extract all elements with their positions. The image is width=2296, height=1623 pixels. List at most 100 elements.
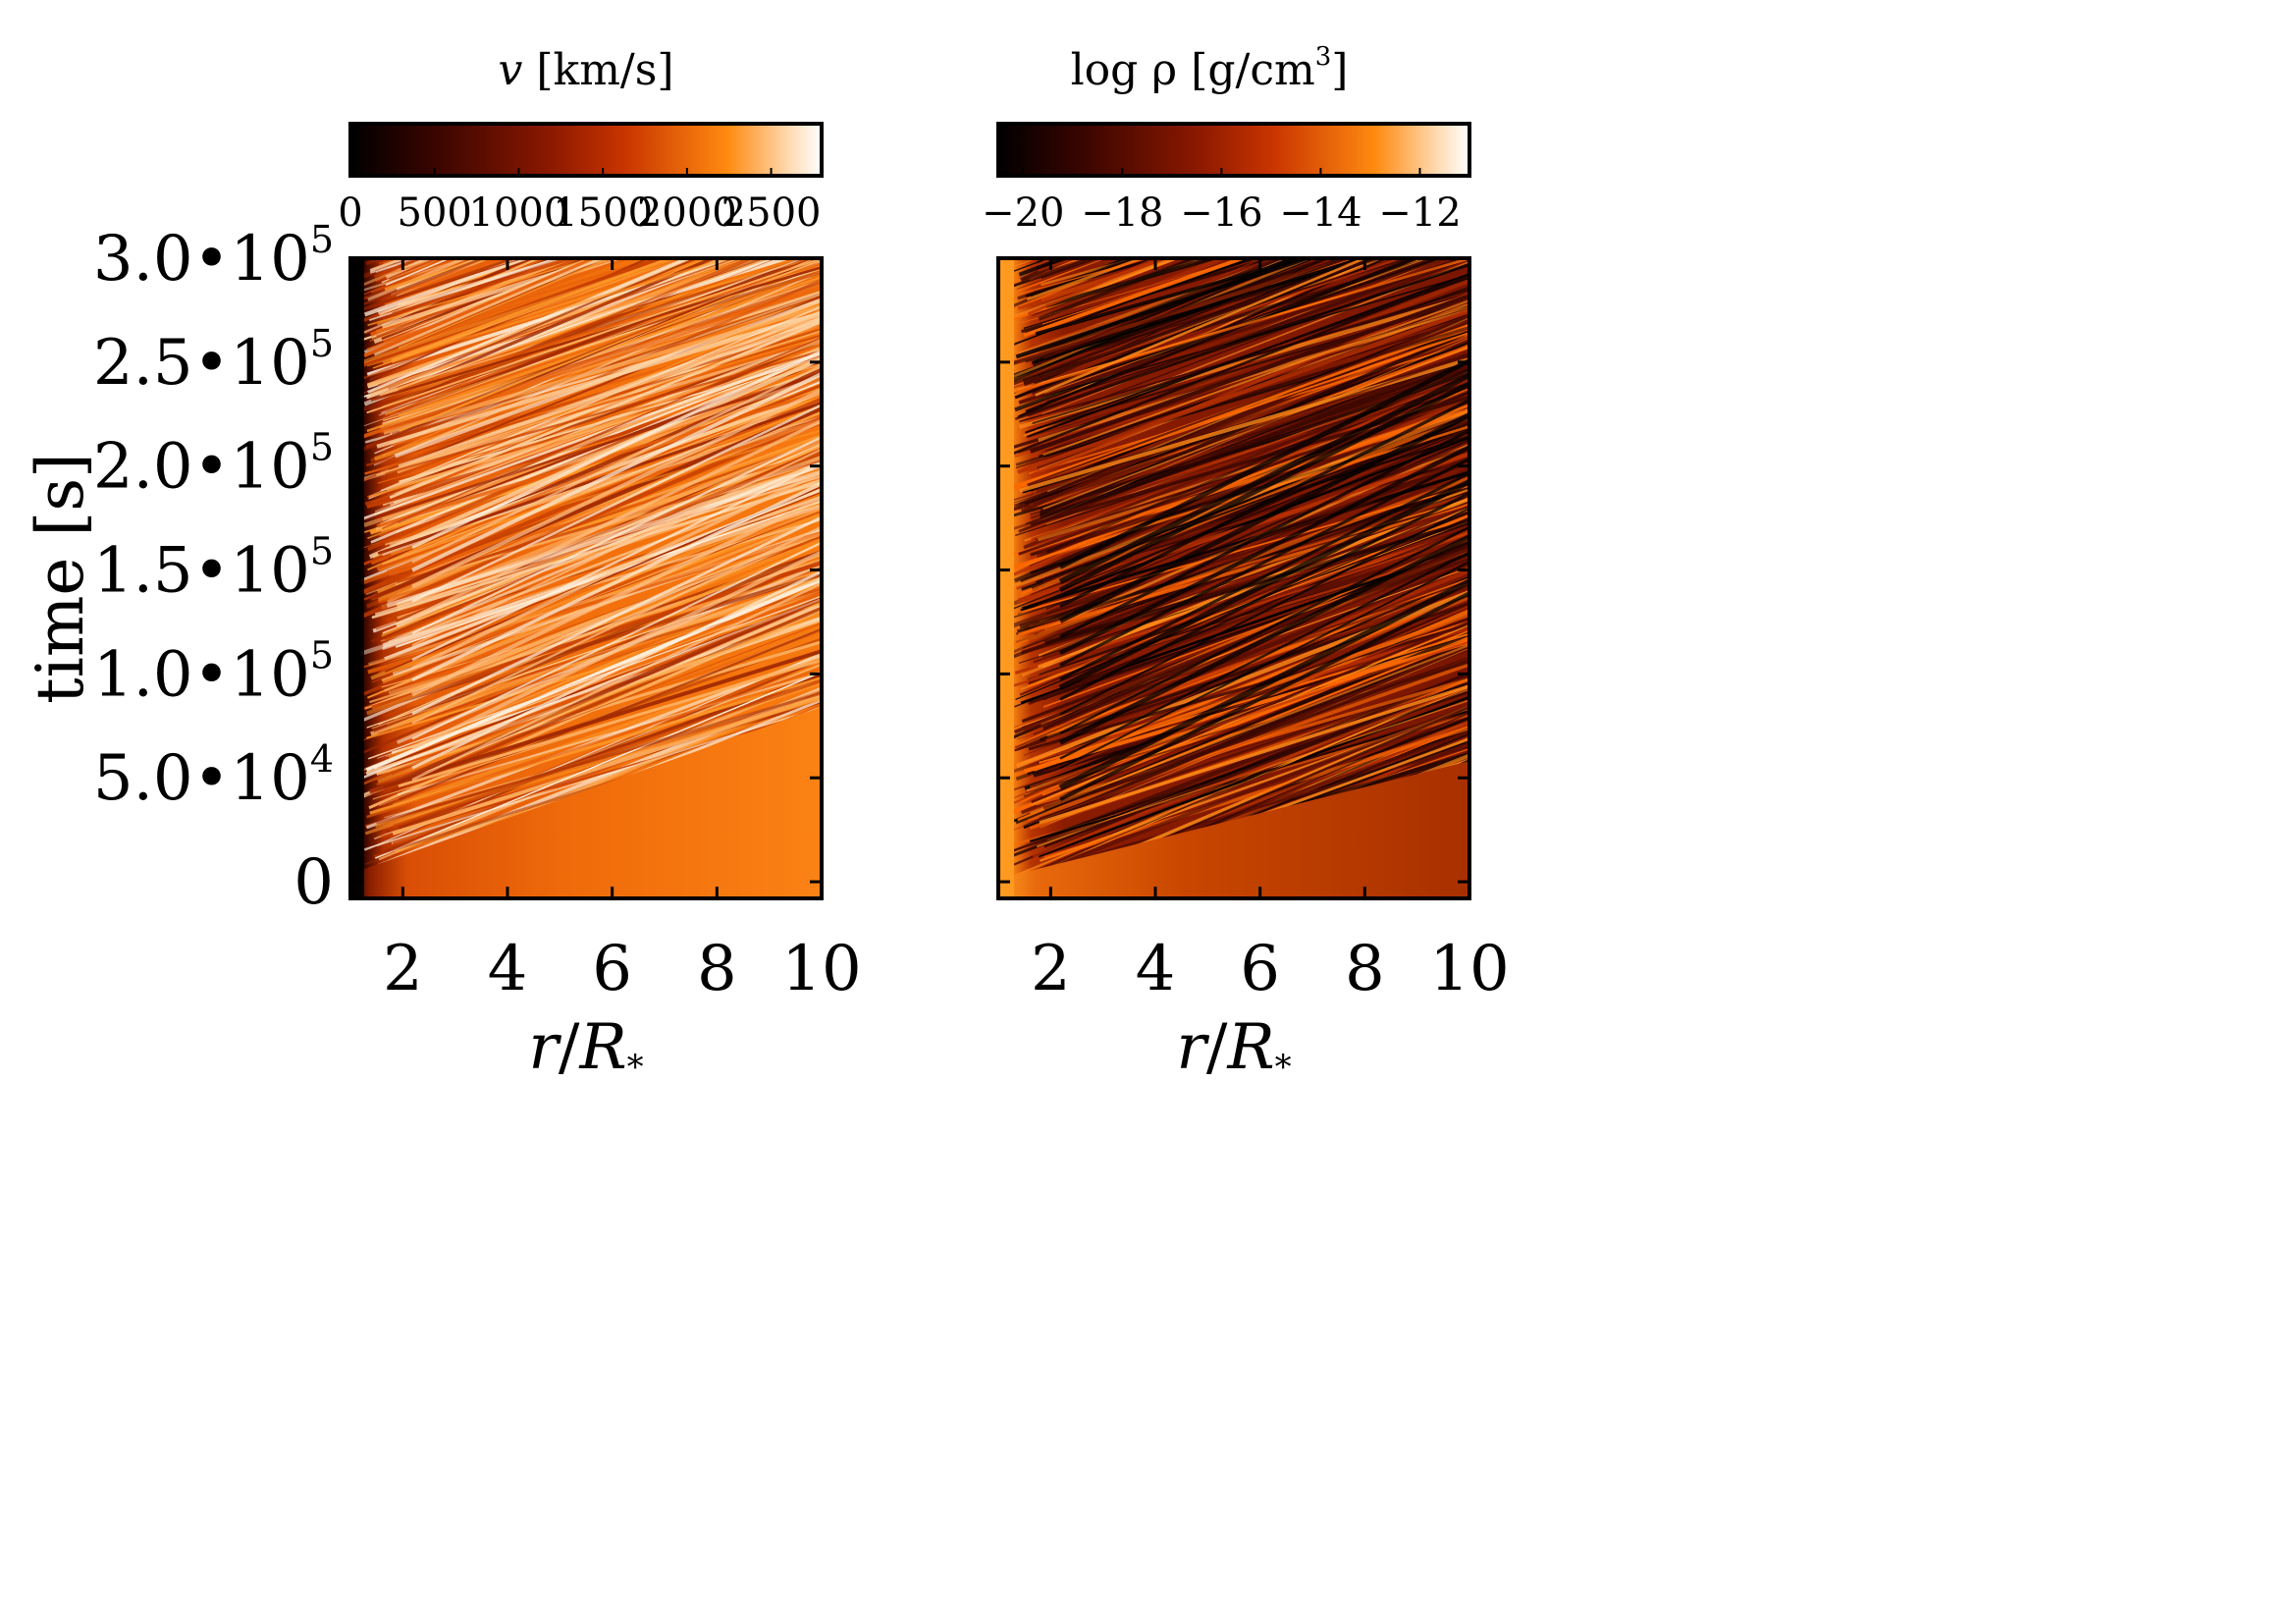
wind-streak (1026, 258, 1147, 301)
wind-streak (1023, 258, 1249, 338)
fast-stream-band (411, 364, 822, 564)
fast-stream-band (411, 569, 822, 770)
y-tick-label: 2.0•105 (93, 426, 334, 504)
wind-streak (381, 336, 822, 530)
wind-streak (383, 304, 822, 435)
wind-streak (1032, 684, 1469, 859)
wind-streak (377, 354, 822, 484)
wind-streak (361, 258, 680, 364)
y-tick-label: 1.0•105 (93, 633, 334, 711)
x-tick-label: 6 (1240, 933, 1280, 1005)
left-x-tick-labels: 2 4 6 8 10 (383, 933, 862, 1005)
wind-streak (1009, 258, 1313, 380)
right-panel: log ρ [g/cm3] −20 −18 −16 −14 −12 2 4 6 8 10 r/R… (982, 42, 1510, 1087)
wind-streak (363, 259, 822, 427)
rarefied-stream-band (1059, 429, 1469, 639)
wind-streak (369, 258, 526, 307)
wind-streak (366, 667, 822, 819)
wind-streak (1013, 258, 1300, 382)
wind-streak (376, 390, 822, 528)
wind-streak (1045, 367, 1469, 554)
wind-streak (398, 258, 508, 295)
wind-streak (372, 549, 822, 732)
wind-streak (1007, 428, 1469, 612)
rarefied-stream-band (1059, 491, 1469, 701)
wind-streak (379, 258, 773, 397)
x-tick-label: 10 (781, 933, 861, 1005)
wind-streak (398, 318, 822, 468)
wind-streak (369, 258, 561, 338)
y-axis-label: time [s] (23, 453, 98, 704)
wind-streak (363, 258, 532, 317)
wind-streak (392, 258, 578, 317)
wind-streak (363, 706, 822, 850)
rarefied-stream-band (1058, 412, 1469, 623)
wind-streak (383, 258, 778, 418)
wind-streak (1008, 708, 1469, 853)
y-tick-labels: 0 5.0•104 1.0•105 1.5•105 2.0•105 2.5•105 3.0•… (93, 218, 334, 919)
colorbar-tick-label: −18 (1081, 190, 1163, 236)
wind-streak (1020, 258, 1076, 283)
wind-streak (1020, 258, 1248, 324)
wind-streak (375, 329, 822, 476)
wind-streak (1035, 258, 1309, 336)
wind-streak (368, 258, 560, 322)
wind-streak (1008, 258, 1242, 348)
wind-streak (1038, 258, 1349, 376)
fast-stream-band (411, 419, 822, 620)
wind-streak (375, 671, 822, 859)
colorbar-tick-label: 500 (398, 190, 472, 236)
left-axis-ticks (350, 256, 824, 898)
wind-streak (369, 258, 763, 396)
wind-streak (1017, 308, 1469, 474)
rarefied-stream-band (1059, 398, 1469, 608)
wind-streak (382, 346, 822, 526)
y-tick-label: 3.0•105 (93, 218, 334, 296)
wind-streak (1027, 525, 1469, 706)
colorbar-tick-label: 1500 (553, 190, 653, 236)
wind-streak (1011, 258, 1332, 396)
rarefied-stream-band (1059, 525, 1469, 735)
wind-streak (365, 418, 822, 595)
wind-streak (360, 258, 431, 287)
right-heatmap (998, 258, 1469, 898)
wind-streak (363, 258, 600, 357)
right-x-tick-labels: 2 4 6 8 10 (1031, 933, 1510, 1005)
wind-streak (1017, 502, 1469, 636)
right-axis-ticks (998, 256, 1471, 898)
colorbar-tick-label: −16 (1180, 190, 1262, 236)
x-tick-label: 6 (592, 933, 632, 1005)
rarefied-stream-band (1059, 471, 1469, 681)
wind-streak (381, 258, 612, 329)
rarefied-stream-band (1059, 561, 1469, 770)
colorbar-tick-label: −20 (982, 190, 1064, 236)
wind-streak (360, 415, 822, 619)
wind-streak (1016, 258, 1107, 293)
wind-streak (371, 577, 822, 730)
wind-streak (360, 258, 519, 311)
wind-streak (1009, 382, 1469, 531)
wind-streak (385, 258, 754, 411)
right-colorbar-label: log ρ [g/cm3] (1071, 42, 1349, 95)
fast-stream-band (411, 436, 822, 635)
wind-streak (1039, 690, 1469, 840)
wind-streak (386, 346, 822, 525)
wind-streak (381, 258, 588, 341)
wind-streak (366, 258, 822, 414)
wind-streak (375, 372, 822, 519)
wind-streak (367, 258, 469, 302)
x-tick-label: 4 (1136, 933, 1176, 1005)
colorbar-tick-label: −14 (1279, 190, 1362, 236)
x-tick-label: 8 (697, 933, 737, 1005)
left-colorbar-label: v [km/s] (499, 45, 674, 95)
wind-streak (1042, 299, 1469, 457)
wind-streak (1008, 353, 1469, 513)
wind-streak (362, 258, 455, 297)
fast-stream-band (411, 388, 822, 589)
wind-streak (391, 606, 822, 792)
wind-streak (377, 590, 822, 734)
wind-streak (1038, 305, 1469, 443)
wind-streak (1027, 258, 1161, 316)
